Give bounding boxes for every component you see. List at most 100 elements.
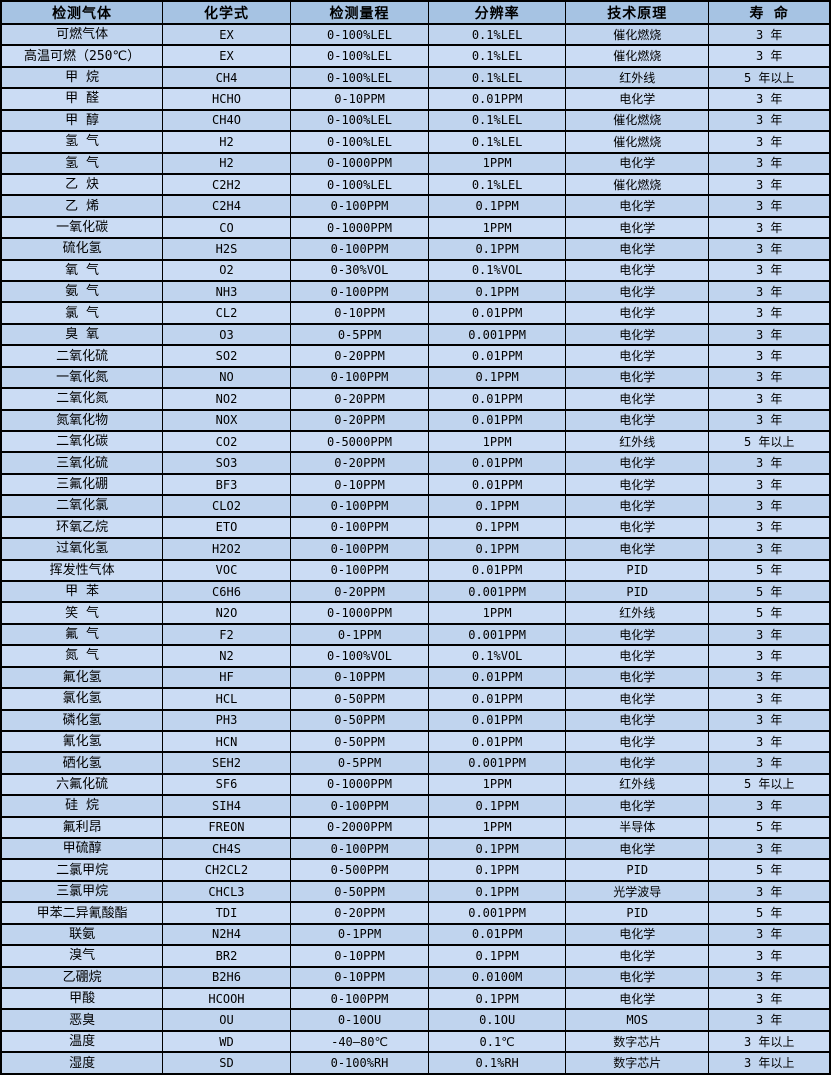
cell-technology: 催化燃烧 bbox=[565, 108, 710, 133]
cell-gas-name: 笑 气 bbox=[0, 601, 164, 625]
cell-detection-range: 0-100%LEL bbox=[289, 108, 430, 133]
cell-resolution: 0.1PPM bbox=[428, 944, 567, 968]
cell-technology: 电化学 bbox=[565, 794, 710, 818]
cell-technology: 电化学 bbox=[565, 472, 710, 497]
cell-gas-name: 甲苯二异氰酸酯 bbox=[0, 901, 164, 925]
cell-chemical-formula: NO bbox=[162, 365, 291, 390]
cell-lifespan: 3 年 bbox=[708, 1008, 831, 1032]
cell-technology: PID bbox=[565, 901, 710, 925]
table-row: 氮 气 N2 0-100%VOL 0.1%VOL 电化学 3 年 bbox=[0, 644, 831, 668]
cell-technology: 电化学 bbox=[565, 387, 710, 411]
cell-chemical-formula: VOC bbox=[162, 558, 291, 582]
cell-technology: 电化学 bbox=[565, 687, 710, 711]
cell-detection-range: 0-100PPM bbox=[289, 280, 430, 304]
cell-lifespan: 3 年 bbox=[708, 215, 831, 240]
cell-resolution: 0.1PPM bbox=[428, 237, 567, 261]
cell-technology: 催化燃烧 bbox=[565, 44, 710, 68]
table-row: 氯 气 CL2 0-10PPM 0.01PPM 电化学 3 年 bbox=[0, 301, 831, 325]
cell-technology: 红外线 bbox=[565, 601, 710, 625]
cell-resolution: 0.1PPM bbox=[428, 858, 567, 882]
cell-chemical-formula: SEH2 bbox=[162, 751, 291, 775]
cell-detection-range: 0-100%LEL bbox=[289, 172, 430, 197]
cell-chemical-formula: SO3 bbox=[162, 451, 291, 475]
cell-gas-name: 氯化氢 bbox=[0, 687, 164, 711]
cell-gas-name: 氮 气 bbox=[0, 644, 164, 668]
table-row: 二氧化氮 NO2 0-20PPM 0.01PPM 电化学 3 年 bbox=[0, 387, 831, 411]
cell-lifespan: 3 年 bbox=[708, 879, 831, 904]
cell-technology: 电化学 bbox=[565, 729, 710, 754]
cell-gas-name: 二氧化碳 bbox=[0, 429, 164, 454]
cell-gas-name: 甲 醇 bbox=[0, 108, 164, 133]
header-detection-range: 检测量程 bbox=[289, 0, 430, 25]
cell-detection-range: 0-100PPM bbox=[289, 365, 430, 390]
cell-chemical-formula: BR2 bbox=[162, 944, 291, 968]
cell-lifespan: 3 年 bbox=[708, 751, 831, 775]
cell-gas-name: 氟 气 bbox=[0, 622, 164, 647]
table-row: 乙硼烷 B2H6 0-10PPM 0.0100M 电化学 3 年 bbox=[0, 965, 831, 990]
cell-resolution: 0.1PPM bbox=[428, 515, 567, 540]
cell-chemical-formula: CH4O bbox=[162, 108, 291, 133]
cell-lifespan: 3 年 bbox=[708, 237, 831, 261]
cell-lifespan: 5 年以上 bbox=[708, 65, 831, 90]
cell-lifespan: 3 年 bbox=[708, 151, 831, 175]
cell-technology: 半导体 bbox=[565, 815, 710, 840]
cell-resolution: 0.01PPM bbox=[428, 408, 567, 433]
cell-gas-name: 溴气 bbox=[0, 944, 164, 968]
cell-resolution: 0.01PPM bbox=[428, 472, 567, 497]
cell-chemical-formula: CO2 bbox=[162, 429, 291, 454]
table-row: 溴气 BR2 0-10PPM 0.1PPM 电化学 3 年 bbox=[0, 944, 831, 968]
cell-technology: 电化学 bbox=[565, 408, 710, 433]
cell-technology: 电化学 bbox=[565, 344, 710, 368]
cell-chemical-formula: HCHO bbox=[162, 87, 291, 111]
cell-gas-name: 联氨 bbox=[0, 922, 164, 947]
cell-lifespan: 3 年 bbox=[708, 729, 831, 754]
cell-gas-name: 温度 bbox=[0, 1029, 164, 1054]
cell-gas-name: 甲 苯 bbox=[0, 579, 164, 604]
cell-chemical-formula: C2H2 bbox=[162, 172, 291, 197]
cell-chemical-formula: N2O bbox=[162, 601, 291, 625]
cell-detection-range: 0-50PPM bbox=[289, 879, 430, 904]
cell-technology: 催化燃烧 bbox=[565, 172, 710, 197]
cell-lifespan: 3 年 bbox=[708, 687, 831, 711]
table-row: 甲 苯 C6H6 0-20PPM 0.001PPM PID 5 年 bbox=[0, 579, 831, 604]
table-row: 乙 炔 C2H2 0-100%LEL 0.1%LEL 催化燃烧 3 年 bbox=[0, 172, 831, 197]
table-row: 二氧化碳 CO2 0-5000PPM 1PPM 红外线 5 年以上 bbox=[0, 429, 831, 454]
cell-technology: 红外线 bbox=[565, 65, 710, 90]
table-row: 联氨 N2H4 0-1PPM 0.01PPM 电化学 3 年 bbox=[0, 922, 831, 947]
cell-technology: 电化学 bbox=[565, 708, 710, 732]
cell-resolution: 0.01PPM bbox=[428, 687, 567, 711]
cell-gas-name: 二氧化氮 bbox=[0, 387, 164, 411]
cell-detection-range: 0-2000PPM bbox=[289, 815, 430, 840]
cell-technology: 红外线 bbox=[565, 772, 710, 797]
cell-resolution: 0.1PPM bbox=[428, 794, 567, 818]
cell-resolution: 0.001PPM bbox=[428, 751, 567, 775]
cell-gas-name: 甲硫醇 bbox=[0, 837, 164, 861]
table-row: 二氯甲烷 CH2CL2 0-500PPM 0.1PPM PID 5 年 bbox=[0, 858, 831, 882]
table-row: 硅 烷 SIH4 0-100PPM 0.1PPM 电化学 3 年 bbox=[0, 794, 831, 818]
table-row: 氧 气 O2 0-30%VOL 0.1%VOL 电化学 3 年 bbox=[0, 258, 831, 283]
cell-technology: 电化学 bbox=[565, 665, 710, 690]
cell-gas-name: 氨 气 bbox=[0, 280, 164, 304]
table-row: 高温可燃（250℃） EX 0-100%LEL 0.1%LEL 催化燃烧 3 年 bbox=[0, 44, 831, 68]
cell-lifespan: 3 年 bbox=[708, 965, 831, 990]
cell-resolution: 0.1%LEL bbox=[428, 130, 567, 154]
cell-resolution: 0.01PPM bbox=[428, 344, 567, 368]
cell-technology: 催化燃烧 bbox=[565, 22, 710, 47]
cell-chemical-formula: H2O2 bbox=[162, 537, 291, 561]
cell-technology: PID bbox=[565, 558, 710, 582]
cell-detection-range: 0-20PPM bbox=[289, 901, 430, 925]
gas-table-body: 可燃气体 EX 0-100%LEL 0.1%LEL 催化燃烧 3 年高温可燃（250℃） E… bbox=[0, 22, 831, 1075]
table-header-row: 检测气体 化学式 检测量程 分辨率 技术原理 寿 命 bbox=[0, 0, 831, 25]
cell-gas-name: 臭 氧 bbox=[0, 322, 164, 347]
table-row: 氮氧化物 NOX 0-20PPM 0.01PPM 电化学 3 年 bbox=[0, 408, 831, 433]
cell-lifespan: 3 年 bbox=[708, 387, 831, 411]
table-row: 磷化氢 PH3 0-50PPM 0.01PPM 电化学 3 年 bbox=[0, 708, 831, 732]
cell-chemical-formula: C2H4 bbox=[162, 194, 291, 218]
table-row: 甲酸 HCOOH 0-100PPM 0.1PPM 电化学 3 年 bbox=[0, 986, 831, 1011]
cell-technology: 电化学 bbox=[565, 494, 710, 518]
cell-resolution: 0.1PPM bbox=[428, 194, 567, 218]
cell-gas-name: 氮氧化物 bbox=[0, 408, 164, 433]
cell-detection-range: 0-1000PPM bbox=[289, 151, 430, 175]
cell-resolution: 0.1%LEL bbox=[428, 22, 567, 47]
